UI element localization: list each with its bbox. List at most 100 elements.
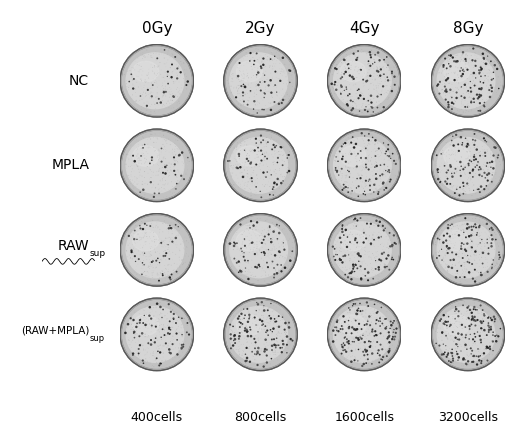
Point — [264, 190, 272, 196]
Point — [287, 72, 296, 79]
Point — [240, 147, 249, 154]
Point — [144, 332, 153, 339]
Point — [338, 69, 346, 76]
Point — [251, 339, 260, 346]
Point — [365, 91, 373, 98]
Point — [443, 307, 451, 314]
Point — [465, 315, 473, 322]
Point — [250, 192, 259, 199]
Point — [435, 339, 444, 346]
Point — [458, 106, 466, 113]
Point — [235, 312, 243, 318]
Point — [153, 150, 161, 157]
Point — [378, 71, 386, 78]
Point — [129, 81, 137, 88]
Point — [284, 89, 292, 96]
Point — [446, 55, 455, 62]
Point — [257, 273, 265, 280]
Point — [243, 326, 251, 333]
Point — [469, 181, 478, 188]
Point — [364, 155, 372, 161]
Point — [139, 186, 148, 193]
Point — [466, 300, 475, 307]
Point — [128, 162, 136, 169]
Point — [230, 181, 238, 188]
Point — [365, 151, 374, 158]
Point — [443, 54, 452, 61]
Point — [151, 338, 160, 345]
Point — [175, 183, 183, 190]
Point — [327, 331, 335, 338]
Point — [484, 259, 492, 266]
Point — [165, 261, 173, 268]
Point — [177, 81, 185, 88]
Point — [369, 267, 377, 274]
Point — [143, 349, 152, 356]
Point — [260, 89, 268, 96]
Point — [254, 251, 262, 258]
Point — [124, 232, 133, 239]
Point — [152, 257, 161, 264]
Point — [379, 63, 387, 70]
Point — [467, 71, 475, 78]
Point — [494, 256, 502, 263]
Point — [388, 145, 397, 152]
Point — [441, 309, 449, 316]
Point — [350, 52, 359, 59]
Point — [337, 75, 345, 82]
Point — [244, 97, 252, 104]
Point — [486, 343, 494, 350]
Point — [143, 315, 151, 322]
Point — [349, 259, 357, 265]
Point — [476, 189, 484, 196]
Point — [444, 335, 452, 342]
Point — [160, 332, 169, 339]
Point — [281, 327, 289, 334]
Point — [385, 266, 394, 273]
Ellipse shape — [236, 230, 262, 251]
Point — [434, 236, 442, 243]
Point — [484, 186, 492, 193]
Point — [172, 326, 181, 333]
Point — [485, 89, 494, 96]
Point — [142, 265, 150, 272]
Point — [342, 137, 350, 144]
Point — [376, 186, 384, 193]
Point — [384, 252, 393, 259]
Point — [342, 350, 350, 357]
Point — [262, 267, 270, 273]
Point — [265, 254, 273, 261]
Point — [163, 165, 171, 172]
Point — [276, 173, 285, 180]
Point — [379, 332, 387, 339]
Point — [459, 94, 468, 101]
Point — [367, 266, 375, 273]
Point — [486, 151, 495, 158]
Point — [260, 183, 269, 190]
Point — [173, 65, 182, 72]
Point — [258, 181, 267, 188]
Point — [148, 85, 156, 92]
Point — [157, 239, 165, 246]
Point — [364, 360, 373, 367]
Point — [233, 162, 241, 169]
Point — [166, 338, 175, 345]
Point — [120, 78, 129, 85]
Point — [485, 170, 493, 177]
Point — [449, 223, 458, 230]
Point — [430, 81, 439, 88]
Point — [384, 241, 392, 248]
Point — [384, 350, 393, 357]
Point — [496, 68, 504, 75]
Point — [160, 87, 169, 94]
Point — [269, 228, 278, 235]
Point — [360, 231, 368, 238]
Point — [356, 355, 365, 362]
Point — [377, 233, 385, 240]
Point — [485, 308, 493, 315]
Point — [132, 161, 141, 168]
Point — [451, 104, 459, 111]
Point — [452, 328, 460, 335]
Point — [439, 57, 447, 64]
Point — [128, 344, 136, 351]
